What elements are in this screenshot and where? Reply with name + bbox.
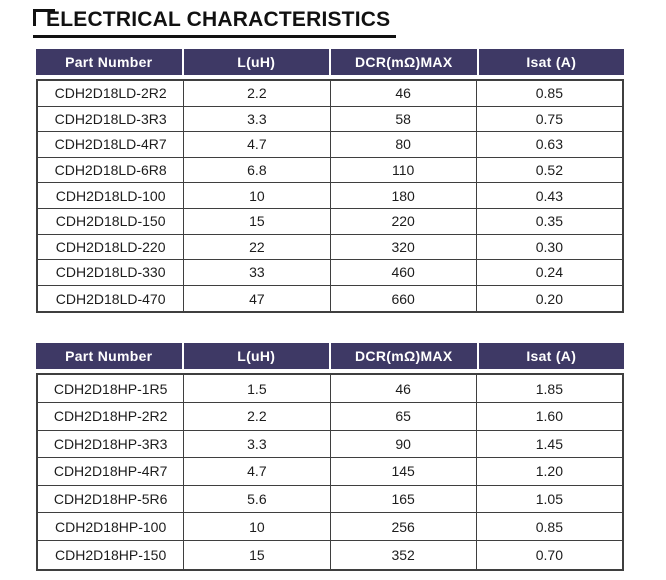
column-header: DCR(mΩ)MAX [331, 343, 479, 370]
table-header-row: Part Number L(uH) DCR(mΩ)MAX Isat (A) [36, 49, 624, 75]
electrical-characteristics-table-hp-series: Part Number L(uH) DCR(mΩ)MAX Isat (A) CDH2D… [36, 343, 624, 571]
part-number-cell: CDH2D18HP-5R6 [38, 485, 185, 513]
value-cell: 10 [184, 513, 331, 540]
value-cell: 220 [331, 208, 477, 234]
column-header: DCR(mΩ)MAX [331, 49, 479, 75]
value-cell: 4.7 [184, 132, 331, 157]
table-row: CDH2D18LD-330 33 460 0.24 [38, 260, 622, 286]
value-cell: 15 [184, 540, 331, 569]
electrical-characteristics-table-ld-series: Part Number L(uH) DCR(mΩ)MAX Isat (A) CDH2D… [36, 49, 624, 314]
table-row: CDH2D18HP-150 15 352 0.70 [38, 540, 622, 569]
part-number-cell: CDH2D18HP-4R7 [38, 458, 185, 485]
value-cell: 0.63 [535, 136, 563, 153]
part-number-cell: CDH2D18LD-330 [38, 260, 185, 285]
part-number-cell: CDH2D18HP-100 [38, 513, 185, 540]
value-cell: 3.3 [184, 430, 331, 458]
value-cell: 352 [331, 540, 477, 569]
value-cell: 5.6 [184, 485, 331, 513]
value-cell: 47 [184, 285, 331, 312]
section-title: ELECTRICAL CHARACTERISTICS [33, 5, 397, 38]
column-header: Isat (A) [526, 348, 577, 365]
value-cell: 0.30 [535, 238, 563, 255]
column-header: L(uH) [184, 343, 331, 370]
value-cell: 1.05 [535, 491, 563, 508]
value-cell: 0.85 [535, 85, 563, 102]
value-cell: 46 [331, 81, 477, 106]
value-cell: 1.5 [184, 375, 331, 402]
value-cell: 0.43 [535, 187, 563, 204]
value-cell: 90 [331, 430, 477, 458]
value-cell: 0.35 [535, 213, 563, 230]
value-cell: 1.20 [535, 463, 563, 480]
table-row: CDH2D18LD-100 10 180 0.43 [38, 183, 622, 209]
column-header: Part Number [36, 49, 184, 75]
value-cell: 2.2 [184, 81, 331, 106]
part-number-cell: CDH2D18LD-150 [38, 208, 185, 234]
part-number-cell: CDH2D18LD-100 [38, 183, 185, 208]
part-number-cell: CDH2D18HP-150 [38, 540, 185, 569]
part-number-cell: CDH2D18HP-2R2 [38, 402, 185, 430]
table-row: CDH2D18LD-6R8 6.8 110 0.52 [38, 157, 622, 184]
part-number-cell: CDH2D18LD-6R8 [38, 157, 185, 183]
part-number-cell: CDH2D18LD-3R3 [38, 106, 185, 132]
column-header: Isat (A) [526, 54, 577, 70]
table-row: CDH2D18LD-3R3 3.3 58 0.75 [38, 106, 622, 133]
value-cell: 165 [331, 485, 477, 513]
value-cell: 0.85 [535, 518, 563, 535]
table-row: CDH2D18HP-100 10 256 0.85 [38, 513, 622, 541]
value-cell: 0.20 [535, 290, 563, 307]
part-number-cell: CDH2D18LD-220 [38, 234, 185, 260]
table-row: CDH2D18HP-2R2 2.2 65 1.60 [38, 402, 622, 431]
value-cell: 2.2 [184, 402, 331, 430]
value-cell: 145 [331, 458, 477, 485]
part-number-cell: CDH2D18HP-1R5 [38, 375, 185, 402]
value-cell: 80 [331, 132, 477, 157]
table-row: CDH2D18HP-5R6 5.6 165 1.05 [38, 485, 622, 514]
table-header-row: Part Number L(uH) DCR(mΩ)MAX Isat (A) [36, 343, 624, 370]
value-cell: 15 [184, 208, 331, 234]
table-row: CDH2D18LD-4R7 4.7 80 0.63 [38, 132, 622, 158]
column-header: L(uH) [184, 49, 331, 75]
table-row: CDH2D18LD-470 47 660 0.20 [38, 285, 622, 312]
value-cell: 1.85 [535, 380, 563, 397]
value-cell: 65 [331, 402, 477, 430]
value-cell: 0.24 [535, 264, 563, 281]
title-corner-bracket-icon [33, 9, 55, 26]
value-cell: 256 [331, 513, 477, 540]
page-title: ELECTRICAL CHARACTERISTICS [46, 8, 391, 31]
table-row: CDH2D18HP-1R5 1.5 46 1.85 [38, 375, 622, 403]
part-number-cell: CDH2D18HP-3R3 [38, 430, 185, 458]
value-cell: 22 [184, 234, 331, 260]
table-body: CDH2D18HP-1R5 1.5 46 1.85 CDH2D18HP-2R2 2.2 65… [36, 373, 624, 571]
table-row: CDH2D18LD-220 22 320 0.30 [38, 234, 622, 261]
value-cell: 460 [331, 260, 477, 285]
column-header: Part Number [36, 343, 184, 370]
value-cell: 320 [331, 234, 477, 260]
value-cell: 0.52 [535, 162, 563, 179]
part-number-cell: CDH2D18LD-470 [38, 285, 185, 312]
value-cell: 1.45 [535, 435, 563, 452]
value-cell: 0.75 [535, 110, 563, 127]
part-number-cell: CDH2D18LD-4R7 [38, 132, 185, 157]
value-cell: 660 [331, 285, 477, 312]
value-cell: 10 [184, 183, 331, 208]
table-row: CDH2D18HP-4R7 4.7 145 1.20 [38, 458, 622, 486]
value-cell: 110 [331, 157, 477, 183]
table-row: CDH2D18LD-2R2 2.2 46 0.85 [38, 81, 622, 107]
table-row: CDH2D18LD-150 15 220 0.35 [38, 208, 622, 235]
value-cell: 1.60 [535, 408, 563, 425]
value-cell: 4.7 [184, 458, 331, 485]
value-cell: 6.8 [184, 157, 331, 183]
table-row: CDH2D18HP-3R3 3.3 90 1.45 [38, 430, 622, 459]
value-cell: 58 [331, 106, 477, 132]
part-number-cell: CDH2D18LD-2R2 [38, 81, 185, 106]
value-cell: 33 [184, 260, 331, 285]
value-cell: 0.70 [535, 546, 563, 563]
value-cell: 46 [331, 375, 477, 402]
value-cell: 3.3 [184, 106, 331, 132]
value-cell: 180 [331, 183, 477, 208]
table-body: CDH2D18LD-2R2 2.2 46 0.85 CDH2D18LD-3R3 3.3 58… [36, 79, 624, 314]
